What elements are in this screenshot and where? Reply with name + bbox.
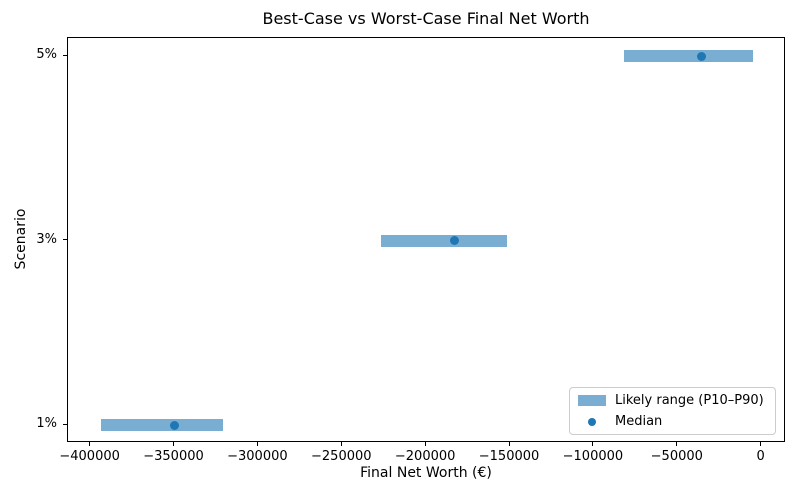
x-tick-label: −300000 [227, 449, 288, 464]
x-tick-mark [424, 442, 426, 446]
x-tick-mark [508, 442, 510, 446]
y-tick-label: 1% [36, 416, 57, 431]
x-tick-label: −350000 [143, 449, 204, 464]
y-tick-label: 5% [36, 47, 57, 62]
y-tick-mark [63, 54, 67, 56]
legend: Likely range (P10–P90) Median [569, 387, 776, 435]
legend-median-handle [578, 417, 606, 426]
x-tick-label: 0 [756, 449, 765, 464]
x-tick-mark [592, 442, 594, 446]
x-tick-label: −250000 [311, 449, 372, 464]
x-tick-mark [173, 442, 175, 446]
x-tick-mark [89, 442, 91, 446]
y-tick-mark [63, 423, 67, 425]
legend-range-handle [578, 395, 606, 406]
range-bar-5% [624, 50, 754, 62]
x-axis-label: Final Net Worth (€) [360, 465, 492, 481]
legend-range-label: Likely range (P10–P90) [615, 392, 764, 408]
chart-title: Best-Case vs Worst-Case Final Net Worth [262, 9, 590, 28]
median-dot-3% [450, 236, 460, 245]
x-tick-label: −100000 [562, 449, 624, 464]
median-dot-1% [170, 420, 180, 430]
x-tick-label: −200000 [394, 449, 456, 464]
legend-item-range: Likely range (P10–P90) [578, 392, 767, 409]
x-tick-mark [676, 442, 678, 446]
x-tick-label: −150000 [478, 449, 540, 464]
range-bar-3% [380, 234, 507, 247]
x-tick-mark [760, 442, 762, 446]
legend-item-median: Median [578, 413, 767, 430]
x-tick-mark [256, 442, 258, 446]
range-bar-1% [100, 419, 224, 431]
y-tick-mark [63, 239, 67, 240]
x-tick-mark [340, 442, 342, 446]
legend-median-label: Median [615, 413, 663, 429]
median-dot-5% [696, 51, 706, 61]
legend-median-marker [588, 417, 596, 426]
plot-area [67, 37, 785, 442]
y-tick-label: 3% [36, 231, 57, 247]
x-tick-label: −400000 [59, 449, 120, 464]
legend-range-swatch [578, 395, 606, 406]
x-tick-label: −50000 [650, 449, 703, 464]
